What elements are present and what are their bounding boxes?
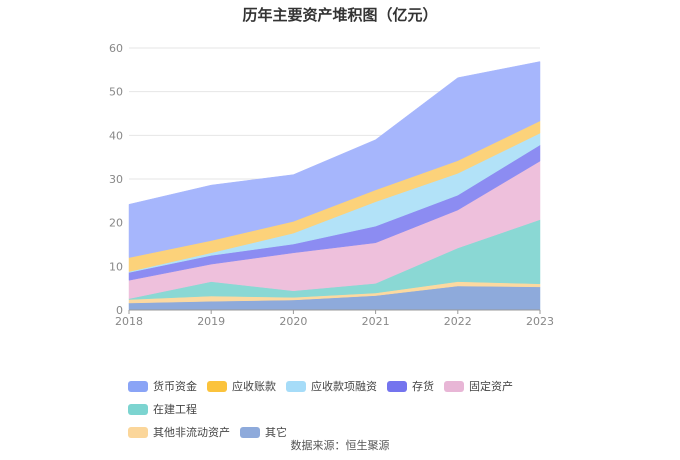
legend-label: 存货 bbox=[412, 380, 434, 393]
legend-item[interactable]: 其它 bbox=[240, 424, 287, 440]
legend: 货币资金 应收账款 应收款项融资 存货 固定资产在建工程其他非流动资产 其它 bbox=[128, 378, 568, 447]
y-tick-label: 50 bbox=[109, 86, 123, 99]
legend-swatch bbox=[128, 426, 148, 438]
legend-item[interactable]: 其他非流动资产 bbox=[128, 424, 230, 440]
data-source-note: 数据来源：恒生聚源 bbox=[290, 439, 390, 452]
y-tick-label: 60 bbox=[109, 42, 123, 55]
legend-row: 其他非流动资产 其它 bbox=[128, 424, 568, 447]
area-series bbox=[128, 61, 541, 311]
legend-label: 其它 bbox=[265, 426, 287, 439]
legend-item[interactable]: 在建工程 bbox=[128, 401, 197, 417]
legend-label: 应收账款 bbox=[232, 380, 276, 393]
y-tick-label: 30 bbox=[109, 173, 123, 186]
stacked-area-chart: 0 10 20 30 40 50 60 2018 2019 2020 2021 2022 2023 bbox=[109, 42, 554, 328]
legend-swatch bbox=[444, 380, 464, 392]
x-tick-label: 2020 bbox=[279, 315, 307, 328]
legend-swatch bbox=[207, 380, 227, 392]
area-series-货币资金 bbox=[128, 61, 541, 258]
x-tick-label: 2018 bbox=[115, 315, 143, 328]
legend-row: 货币资金 应收账款 应收款项融资 存货 固定资产在建工程 bbox=[128, 378, 568, 424]
legend-item[interactable]: 应收账款 bbox=[207, 378, 276, 394]
legend-label: 其他非流动资产 bbox=[153, 426, 230, 439]
y-tick-label: 40 bbox=[109, 129, 123, 142]
legend-swatch bbox=[286, 380, 306, 392]
x-tick-label: 2019 bbox=[197, 315, 225, 328]
y-tick-label: 10 bbox=[109, 260, 123, 273]
legend-label: 固定资产 bbox=[469, 380, 513, 393]
legend-swatch bbox=[128, 403, 148, 415]
x-tick-label: 2021 bbox=[362, 315, 390, 328]
legend-label: 应收款项融资 bbox=[311, 380, 377, 393]
chart-title: 历年主要资产堆积图（亿元） bbox=[242, 6, 438, 24]
axes: 0 10 20 30 40 50 60 2018 2019 2020 2021 2022 2023 bbox=[109, 42, 554, 328]
legend-item[interactable]: 固定资产 bbox=[444, 378, 513, 394]
legend-swatch bbox=[128, 380, 148, 392]
legend-swatch bbox=[387, 380, 407, 392]
legend-label: 货币资金 bbox=[153, 380, 197, 393]
x-tick-label: 2022 bbox=[444, 315, 472, 328]
legend-item[interactable]: 应收款项融资 bbox=[286, 378, 377, 394]
y-tick-label: 0 bbox=[116, 304, 123, 317]
legend-label: 在建工程 bbox=[153, 403, 197, 416]
legend-item[interactable]: 存货 bbox=[387, 378, 434, 394]
y-tick-label: 20 bbox=[109, 217, 123, 230]
legend-swatch bbox=[240, 426, 260, 438]
x-tick-label: 2023 bbox=[526, 315, 554, 328]
legend-item[interactable]: 货币资金 bbox=[128, 378, 197, 394]
